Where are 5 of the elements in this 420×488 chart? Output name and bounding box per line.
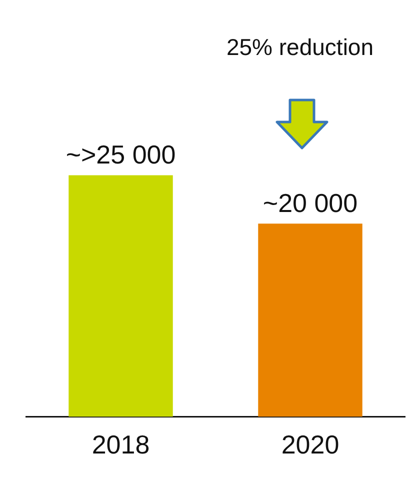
text: 25% reduction	[225, 34, 375, 61]
x-tick-label: 2020	[281, 430, 340, 460]
data-label: ~20 000	[262, 188, 358, 218]
data-label: ~>25 000	[66, 139, 176, 170]
x-tick-label: 2018	[92, 430, 150, 460]
